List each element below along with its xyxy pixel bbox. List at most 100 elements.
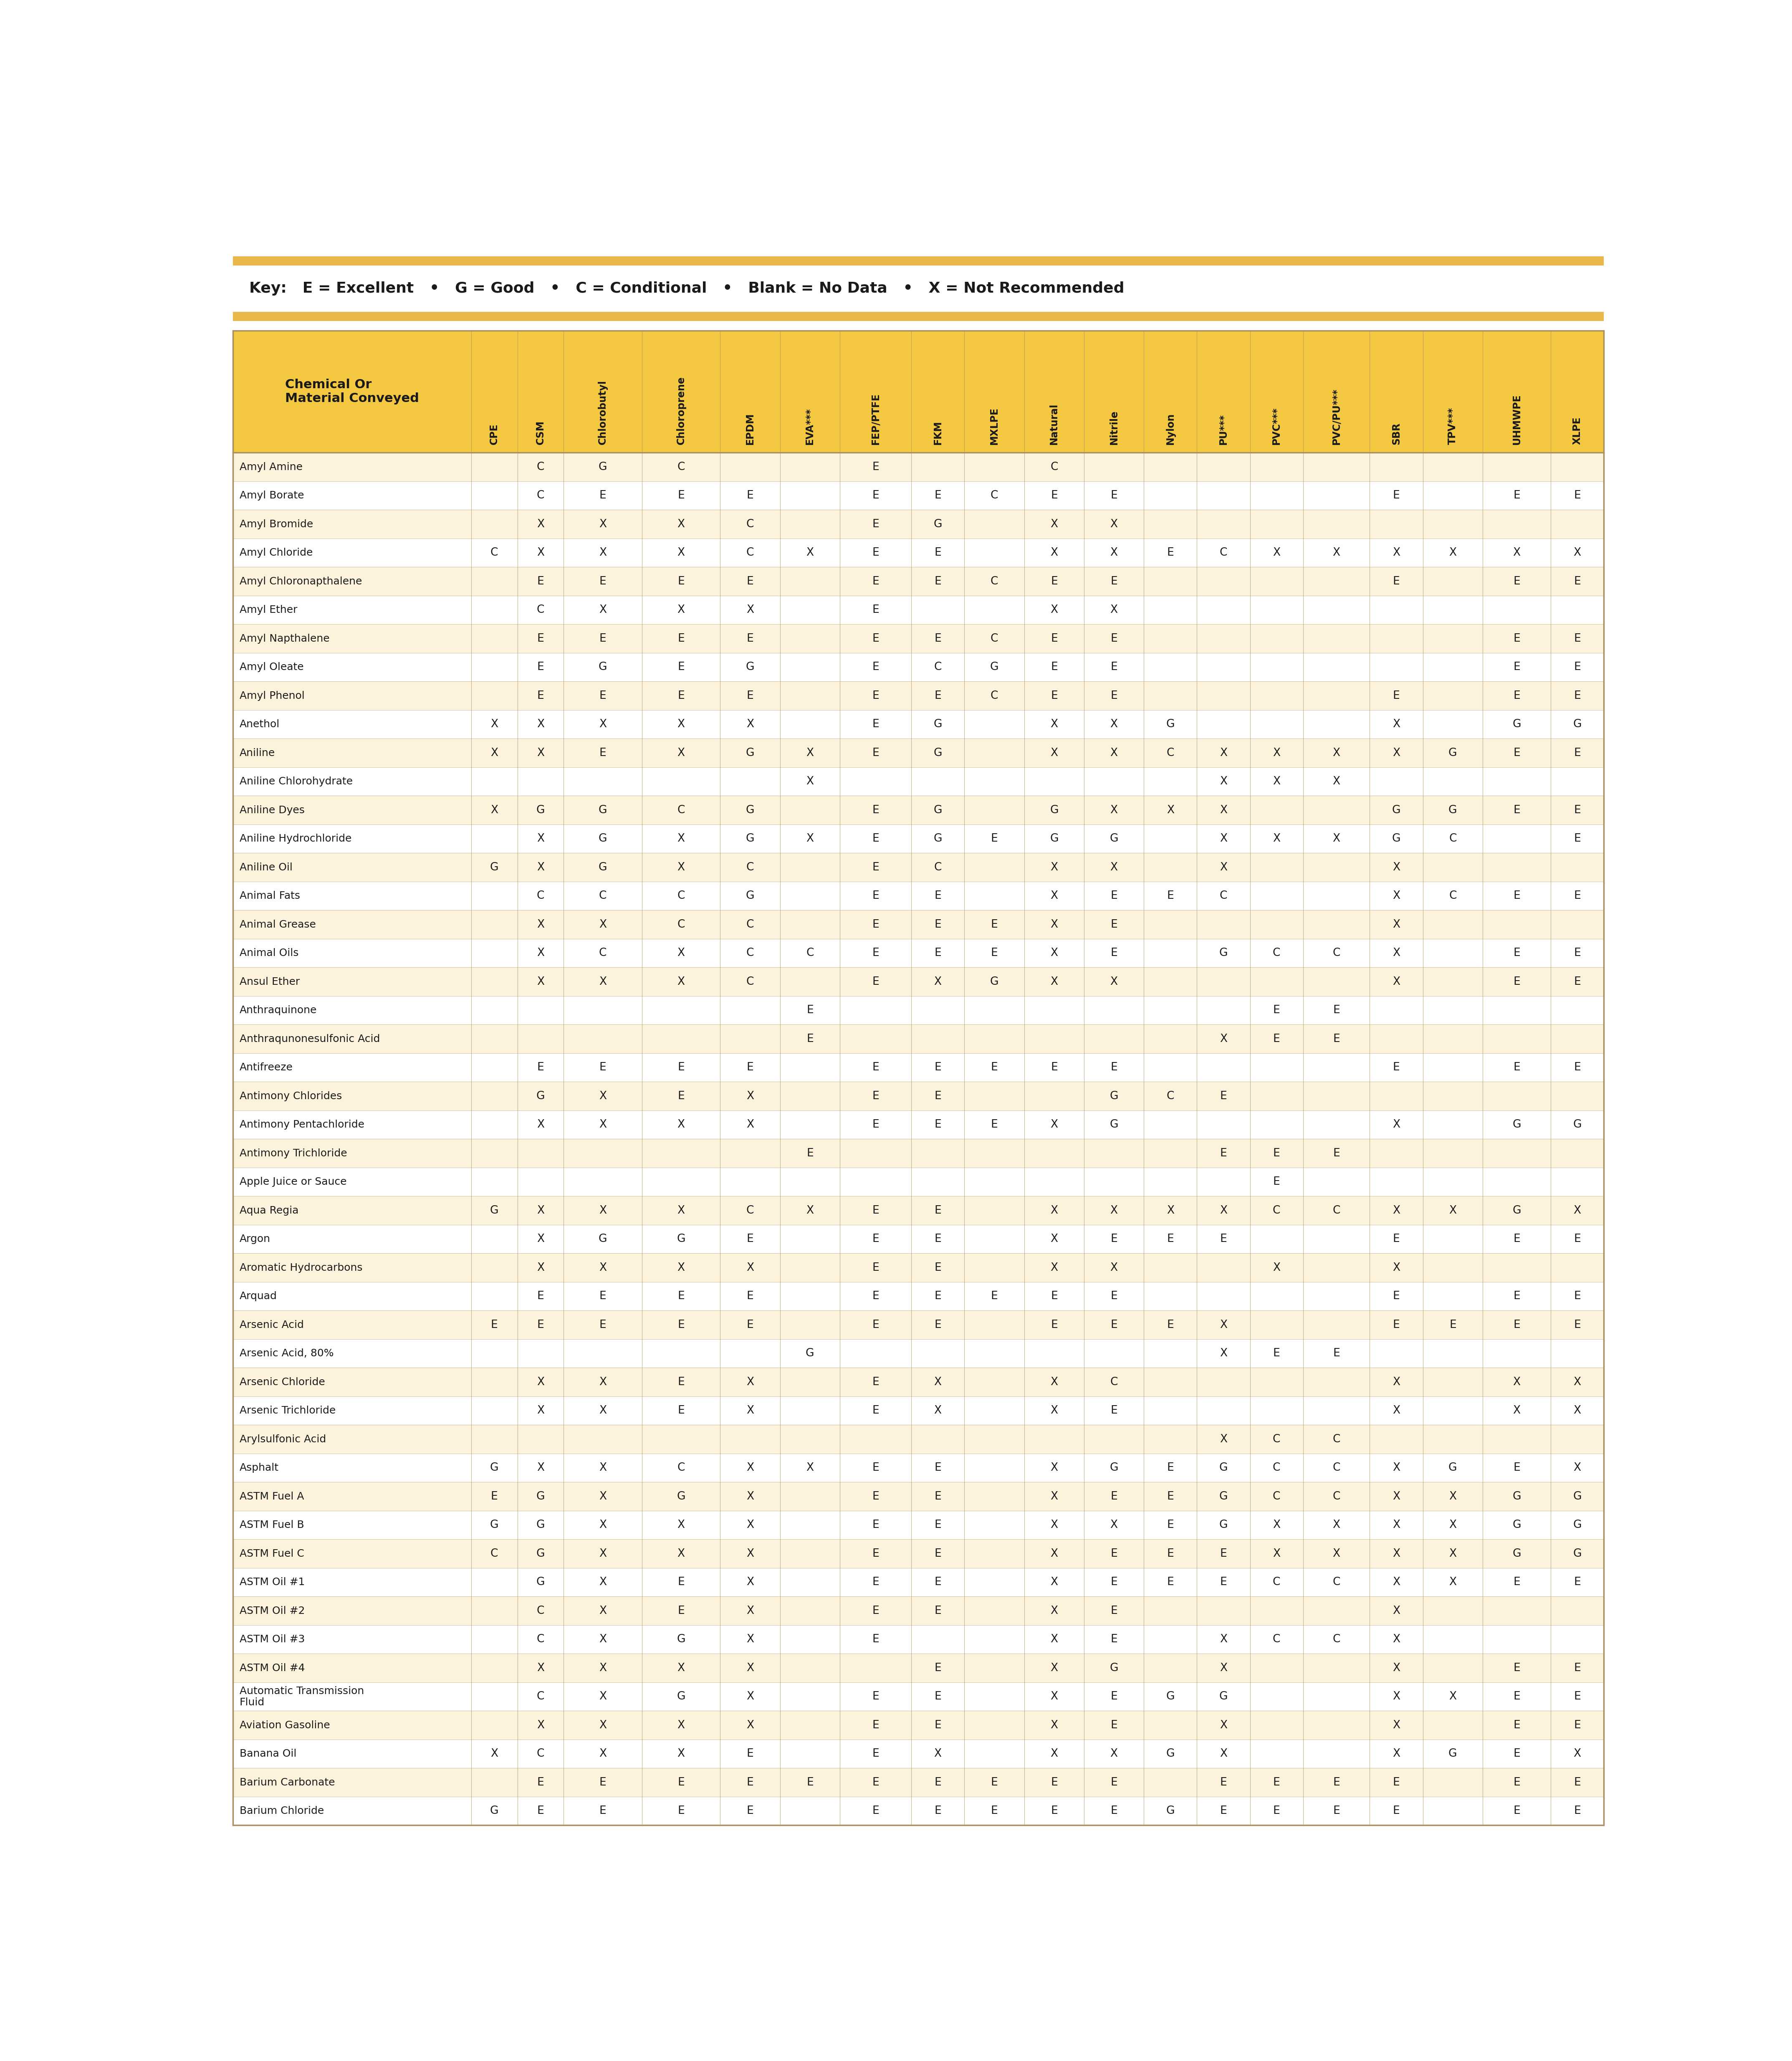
Text: E: E bbox=[599, 1319, 606, 1329]
Text: X: X bbox=[599, 1692, 606, 1702]
Text: X: X bbox=[745, 604, 754, 616]
Text: E: E bbox=[1333, 1006, 1340, 1016]
Text: X: X bbox=[745, 1606, 754, 1616]
Text: X: X bbox=[677, 1519, 685, 1531]
Text: G: G bbox=[1167, 1692, 1176, 1702]
Text: X: X bbox=[599, 548, 606, 559]
Text: G: G bbox=[806, 1348, 814, 1358]
Text: E: E bbox=[1333, 1348, 1340, 1358]
Text: G: G bbox=[677, 1634, 685, 1645]
Text: X: X bbox=[1050, 1377, 1057, 1387]
Text: E: E bbox=[806, 1777, 814, 1787]
Text: E: E bbox=[747, 633, 753, 643]
Text: E: E bbox=[599, 575, 606, 587]
Text: C: C bbox=[677, 919, 685, 930]
Text: X: X bbox=[1573, 1377, 1581, 1387]
Text: E: E bbox=[1050, 662, 1057, 672]
Text: Anthraqunonesulfonic Acid: Anthraqunonesulfonic Acid bbox=[240, 1035, 380, 1045]
Text: E: E bbox=[1167, 548, 1174, 559]
Text: G: G bbox=[1512, 1548, 1521, 1558]
Text: EVA***: EVA*** bbox=[805, 408, 815, 445]
Text: C: C bbox=[1333, 1434, 1340, 1445]
Text: X: X bbox=[1392, 1261, 1400, 1274]
Text: E: E bbox=[934, 491, 941, 501]
Text: E: E bbox=[599, 1777, 606, 1787]
Bar bbox=[233, 824, 1604, 853]
Text: X: X bbox=[677, 519, 685, 530]
Bar bbox=[233, 624, 1604, 653]
Text: E: E bbox=[873, 662, 880, 672]
Text: E: E bbox=[1111, 1490, 1118, 1502]
Text: G: G bbox=[489, 1805, 498, 1816]
Text: E: E bbox=[1111, 890, 1118, 901]
Text: X: X bbox=[1392, 861, 1400, 872]
Text: X: X bbox=[934, 1406, 941, 1416]
Bar bbox=[233, 653, 1604, 682]
Text: X: X bbox=[1392, 1663, 1400, 1674]
Text: X: X bbox=[1392, 748, 1400, 758]
Text: E: E bbox=[873, 1548, 880, 1558]
Text: X: X bbox=[1392, 1377, 1400, 1387]
Text: G: G bbox=[745, 748, 754, 758]
Text: X: X bbox=[1573, 548, 1581, 559]
Text: X: X bbox=[677, 1748, 685, 1760]
Text: Amyl Oleate: Amyl Oleate bbox=[240, 662, 303, 672]
Text: X: X bbox=[599, 1119, 606, 1129]
Bar bbox=[233, 995, 1604, 1024]
Bar bbox=[233, 1253, 1604, 1282]
Text: E: E bbox=[1512, 491, 1520, 501]
Text: E: E bbox=[1392, 1319, 1400, 1329]
Text: E: E bbox=[873, 861, 880, 872]
Text: X: X bbox=[1050, 948, 1057, 958]
Text: X: X bbox=[599, 1719, 606, 1731]
Text: G: G bbox=[599, 833, 607, 845]
Text: X: X bbox=[1111, 861, 1118, 872]
Text: E: E bbox=[677, 662, 685, 672]
Text: G: G bbox=[536, 1577, 545, 1587]
Text: X: X bbox=[1392, 977, 1400, 987]
Bar bbox=[233, 940, 1604, 967]
Bar bbox=[233, 482, 1604, 509]
Text: G: G bbox=[536, 1090, 545, 1101]
Text: E: E bbox=[1512, 748, 1520, 758]
Text: X: X bbox=[1333, 548, 1340, 559]
Text: Asphalt: Asphalt bbox=[240, 1463, 280, 1474]
Text: X: X bbox=[806, 777, 814, 787]
Text: C: C bbox=[536, 604, 545, 616]
Text: X: X bbox=[538, 1377, 545, 1387]
Text: Chloroprene: Chloroprene bbox=[676, 377, 686, 445]
Text: X: X bbox=[1220, 1206, 1228, 1216]
Text: FEP/PTFE: FEP/PTFE bbox=[871, 394, 880, 445]
Text: E: E bbox=[1111, 1061, 1118, 1074]
Text: E: E bbox=[538, 690, 545, 701]
Text: E: E bbox=[934, 1490, 941, 1502]
Text: E: E bbox=[538, 662, 545, 672]
Text: E: E bbox=[934, 1119, 941, 1129]
Text: E: E bbox=[934, 1663, 941, 1674]
Text: Chlorobutyl: Chlorobutyl bbox=[599, 379, 607, 445]
Bar bbox=[233, 266, 1604, 311]
Text: E: E bbox=[599, 491, 606, 501]
Text: X: X bbox=[599, 719, 606, 730]
Text: E: E bbox=[873, 1577, 880, 1587]
Text: E: E bbox=[873, 1777, 880, 1787]
Bar bbox=[233, 596, 1604, 624]
Text: E: E bbox=[1050, 491, 1057, 501]
Text: G: G bbox=[1448, 1463, 1457, 1474]
Text: Chemical Or
Material Conveyed: Chemical Or Material Conveyed bbox=[285, 379, 419, 404]
Text: E: E bbox=[677, 575, 685, 587]
Bar bbox=[233, 911, 1604, 940]
Text: ASTM Fuel B: ASTM Fuel B bbox=[240, 1521, 305, 1529]
Text: Animal Grease: Animal Grease bbox=[240, 919, 315, 930]
Text: X: X bbox=[1392, 948, 1400, 958]
Text: G: G bbox=[1573, 1119, 1582, 1129]
Bar bbox=[233, 1568, 1604, 1597]
Text: Animal Fats: Animal Fats bbox=[240, 890, 299, 901]
Text: X: X bbox=[538, 919, 545, 930]
Text: Barium Carbonate: Barium Carbonate bbox=[240, 1777, 335, 1787]
Bar bbox=[233, 567, 1604, 596]
Text: C: C bbox=[491, 1548, 498, 1558]
Text: E: E bbox=[873, 1319, 880, 1329]
Text: C: C bbox=[1272, 1490, 1279, 1502]
Text: X: X bbox=[1450, 1692, 1457, 1702]
